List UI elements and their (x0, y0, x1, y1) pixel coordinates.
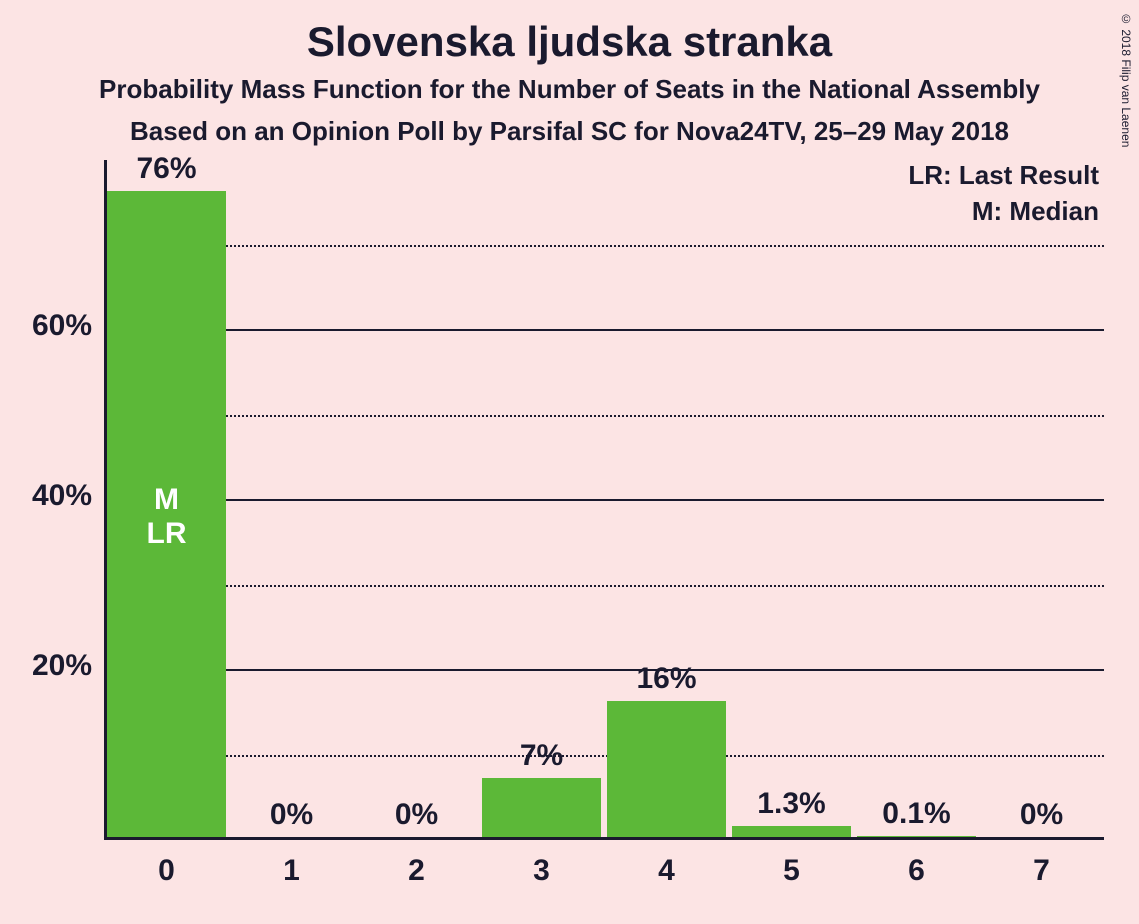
x-tick-label: 1 (229, 854, 354, 888)
chart-subtitle-1: Probability Mass Function for the Number… (0, 74, 1139, 105)
x-tick-label: 5 (729, 854, 854, 888)
gridline-major (107, 329, 1104, 331)
bar-value-label: 0.1% (854, 797, 979, 831)
x-tick-label: 6 (854, 854, 979, 888)
bar (857, 836, 976, 837)
bar (482, 778, 601, 838)
bar (607, 701, 726, 837)
bar-value-label: 16% (604, 662, 729, 696)
bar-value-label: 0% (354, 798, 479, 832)
gridline-minor (107, 415, 1104, 417)
bar-value-label: 0% (979, 798, 1104, 832)
x-tick-label: 4 (604, 854, 729, 888)
y-tick-label: 60% (32, 309, 92, 343)
bar (732, 826, 851, 837)
x-tick-label: 3 (479, 854, 604, 888)
gridline-minor (107, 755, 1104, 757)
bar-annotation: MLR (107, 483, 226, 552)
plot-area: 76%MLR0%0%7%16%1.3%0.1%0% (104, 160, 1104, 840)
bar-value-label: 0% (229, 798, 354, 832)
bar-value-label: 1.3% (729, 787, 854, 821)
x-tick-label: 2 (354, 854, 479, 888)
chart-title: Slovenska ljudska stranka (0, 18, 1139, 66)
x-axis-line (104, 837, 1104, 840)
copyright-text: © 2018 Filip van Laenen (1119, 12, 1133, 147)
y-tick-label: 20% (32, 649, 92, 683)
gridline-major (107, 499, 1104, 501)
gridline-minor (107, 585, 1104, 587)
x-tick-label: 7 (979, 854, 1104, 888)
x-tick-label: 0 (104, 854, 229, 888)
bar-value-label: 7% (479, 739, 604, 773)
chart-subtitle-2: Based on an Opinion Poll by Parsifal SC … (0, 116, 1139, 147)
y-tick-label: 40% (32, 479, 92, 513)
bar-value-label: 76% (104, 152, 229, 186)
gridline-minor (107, 245, 1104, 247)
